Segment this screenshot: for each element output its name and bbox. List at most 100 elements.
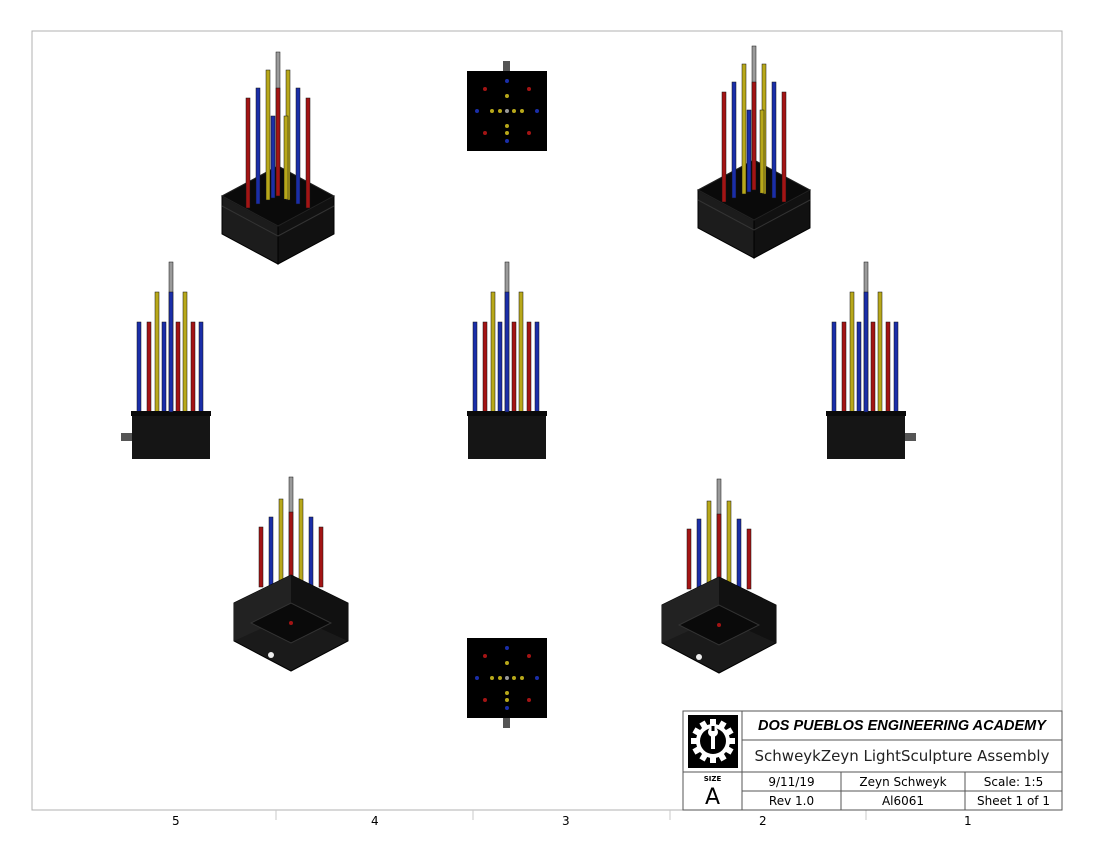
rod	[268, 516, 274, 588]
rod	[534, 321, 540, 413]
lid-edge	[277, 205, 335, 237]
zone-label-2: 2	[759, 814, 767, 828]
rod	[308, 516, 314, 588]
rod	[175, 321, 181, 413]
drawing-author: Zeyn Schweyk	[859, 775, 947, 789]
rod-dot	[520, 676, 524, 680]
rod	[482, 321, 488, 413]
rod	[893, 321, 899, 413]
rod	[265, 69, 271, 201]
drawing-scale: Scale: 1:5	[983, 775, 1044, 789]
size-value: A	[704, 784, 721, 810]
rod	[255, 87, 261, 205]
zone-label-1: 1	[964, 814, 972, 828]
center-led	[717, 623, 721, 627]
rod-lower	[863, 291, 869, 413]
rod	[305, 97, 311, 209]
port-hole	[696, 654, 702, 660]
rod	[759, 109, 765, 194]
rod-dot	[483, 131, 487, 135]
lid-edge	[221, 205, 279, 237]
rod-dot	[475, 676, 479, 680]
isometric-view-bottom-left	[233, 476, 349, 672]
base-lid	[826, 411, 906, 416]
drawing-revision: Rev 1.0	[768, 794, 815, 808]
rod	[741, 63, 747, 195]
rod	[283, 115, 289, 200]
lid-edge	[697, 199, 755, 231]
rod	[849, 291, 855, 413]
rod-dot	[527, 654, 531, 658]
rod-dot	[498, 676, 502, 680]
school-name: DOS PUEBLOS ENGINEERING ACADEMY	[758, 717, 1046, 734]
rod	[182, 291, 188, 413]
inner-wall	[234, 575, 291, 641]
left-elevation-view	[121, 261, 211, 459]
base-block	[468, 416, 546, 459]
connector-stub	[121, 433, 132, 441]
rod	[258, 526, 264, 588]
rod	[245, 97, 251, 209]
rod	[877, 291, 883, 413]
rod-lower	[504, 291, 510, 413]
size-label: SIZE	[703, 774, 722, 783]
rod-dot	[505, 124, 509, 128]
rod	[870, 321, 876, 413]
rod	[746, 109, 752, 193]
rod	[318, 526, 324, 588]
rod-dot	[505, 698, 509, 702]
rod-dot	[505, 79, 509, 83]
wrench-jaw	[711, 726, 715, 731]
rod-dot	[505, 131, 509, 135]
inner-wall	[291, 575, 348, 641]
rod-dot	[505, 109, 509, 113]
rod-dot	[498, 109, 502, 113]
rod	[771, 81, 777, 199]
wrench-handle	[711, 732, 715, 749]
rod-dot	[527, 698, 531, 702]
rod-dot	[512, 676, 516, 680]
gear-tooth	[710, 756, 716, 763]
zone-ticks	[275, 810, 867, 820]
rod-dot	[535, 676, 539, 680]
isometric-view-bottom-right	[661, 478, 777, 674]
zone-label-5: 5	[172, 814, 180, 828]
isometric-view-top-right	[696, 45, 812, 259]
rod	[831, 321, 837, 413]
title-block-frame	[682, 710, 1063, 811]
rod-dot	[490, 109, 494, 113]
drawing-border	[31, 30, 1063, 811]
inner-wall	[662, 577, 719, 643]
gear-tooth	[710, 719, 716, 726]
right-elevation-view	[826, 261, 916, 459]
rod	[526, 321, 532, 413]
rod	[726, 500, 732, 590]
connector-stub	[503, 61, 510, 73]
rod-dot	[505, 646, 509, 650]
rod	[295, 87, 301, 205]
rod-dot	[483, 698, 487, 702]
rod-dot	[520, 109, 524, 113]
rod	[497, 321, 503, 413]
rod-dot	[483, 87, 487, 91]
isometric-view-top-left	[220, 51, 336, 265]
rod	[154, 291, 160, 413]
front-elevation-view	[467, 261, 547, 459]
academy-logo	[688, 715, 738, 768]
rod-dot	[527, 131, 531, 135]
rod	[190, 321, 196, 413]
rod	[298, 498, 304, 588]
base-lid	[467, 411, 547, 416]
rod	[146, 321, 152, 413]
rod-dot	[505, 706, 509, 710]
connector-stub	[905, 433, 916, 441]
drawing-date: 9/11/19	[768, 775, 815, 789]
drawing-title: SchweykZeyn LightSculpture Assembly	[754, 747, 1050, 765]
rod	[518, 291, 524, 413]
rod-dot	[527, 87, 531, 91]
rod-dot	[535, 109, 539, 113]
rod-lower	[168, 291, 174, 413]
center-led	[289, 621, 293, 625]
